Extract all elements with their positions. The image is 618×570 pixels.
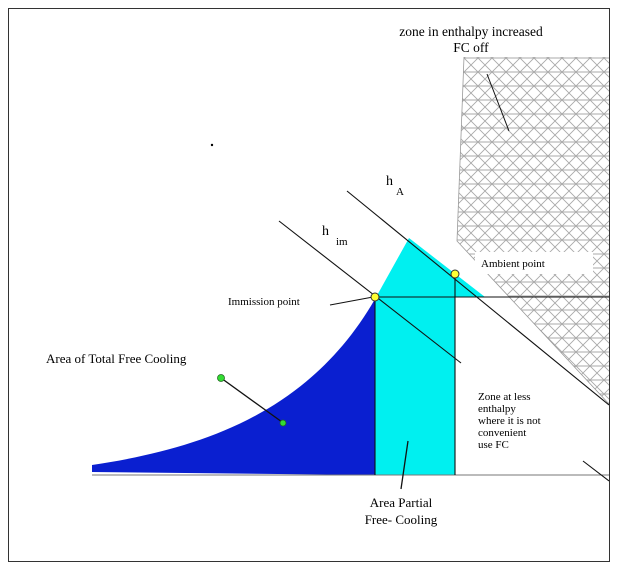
total-fc-leader-line: [220, 377, 283, 423]
immission-point-marker: [370, 292, 380, 302]
top-zone-label-line1: zone in enthalpy increased: [399, 24, 543, 39]
hatched-zone-fc-off: [456, 56, 609, 405]
immission-point-label: Immission point: [228, 296, 300, 308]
ambient-point-label: Ambient point: [481, 258, 545, 270]
zone-less-enthalpy-line4: convenient: [478, 427, 526, 439]
h-a-label: h: [386, 174, 393, 189]
total-fc-green-marker-start: [217, 374, 225, 382]
partial-fc-leader-line: [400, 440, 409, 490]
ambient-label-box: [475, 252, 593, 274]
h-a-enthalpy-line: [346, 190, 609, 406]
diagram-frame: zone in enthalpy increased FC off h A h …: [8, 8, 610, 562]
total-free-cooling-area: [92, 299, 375, 475]
zone-less-enthalpy-line5: use FC: [478, 439, 509, 451]
total-fc-green-marker-end: [279, 419, 287, 427]
partial-free-cooling-line2: Free- Cooling: [365, 512, 438, 527]
partial-free-cooling-line1: Area Partial: [370, 495, 433, 510]
fc-off-leader-line: [486, 73, 510, 132]
zone-less-enthalpy-line3: where it is not: [478, 415, 541, 427]
immission-leader-line: [329, 296, 374, 306]
ambient-point-marker: [450, 269, 460, 279]
h-im-subscript: im: [336, 236, 348, 248]
h-im-label: h: [322, 224, 329, 239]
partial-free-cooling-area: [375, 238, 485, 475]
lower-right-tick-line: [582, 460, 609, 482]
top-zone-label-line2: FC off: [453, 40, 489, 55]
stray-dot: [210, 143, 214, 147]
total-free-cooling-label: Area of Total Free Cooling: [46, 351, 187, 366]
zone-less-enthalpy-line1: Zone at less: [478, 391, 531, 403]
zone-less-enthalpy-line2: enthalpy: [478, 403, 516, 415]
h-im-enthalpy-line: [278, 220, 462, 364]
free-cooling-diagram: zone in enthalpy increased FC off h A h …: [46, 24, 609, 527]
h-a-subscript: A: [396, 186, 404, 198]
